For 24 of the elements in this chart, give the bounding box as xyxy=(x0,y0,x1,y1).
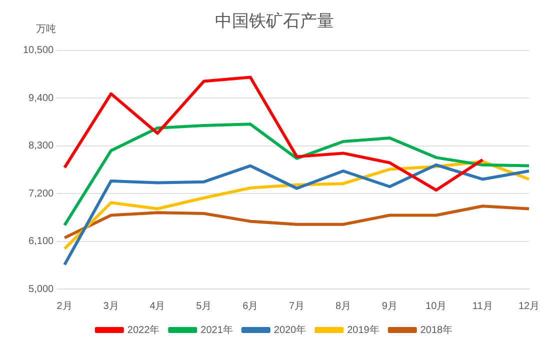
x-tick-label: 4月 xyxy=(150,300,166,312)
y-tick-label: 5,000 xyxy=(28,284,54,295)
chart-title: 中国铁矿石产量 xyxy=(215,12,334,32)
y-tick-label: 6,100 xyxy=(28,236,54,248)
x-tick-label: 7月 xyxy=(289,300,305,312)
x-tick-label: 11月 xyxy=(472,300,493,312)
y-tick-label: 7,200 xyxy=(28,188,54,200)
x-tick-label: 12月 xyxy=(518,300,540,312)
x-tick-label: 5月 xyxy=(196,300,212,312)
x-tick-label: 2月 xyxy=(56,300,72,312)
y-tick-label: 10,500 xyxy=(22,45,54,56)
x-tick-label: 8月 xyxy=(335,300,352,312)
y-tick-label: 8,300 xyxy=(28,140,54,152)
legend-label: 2018年 xyxy=(420,324,453,336)
legend-label: 2021年 xyxy=(200,324,233,336)
legend-label: 2022年 xyxy=(127,324,160,336)
x-tick-label: 10月 xyxy=(426,300,447,312)
x-tick-label: 6月 xyxy=(242,300,258,312)
legend-label: 2020年 xyxy=(274,324,306,336)
x-tick-label: 3月 xyxy=(103,300,119,312)
y-tick-label: 9,400 xyxy=(28,92,54,104)
y-axis-title: 万吨 xyxy=(36,22,56,36)
legend-label: 2019年 xyxy=(347,324,380,336)
x-tick-label: 9月 xyxy=(382,300,398,312)
